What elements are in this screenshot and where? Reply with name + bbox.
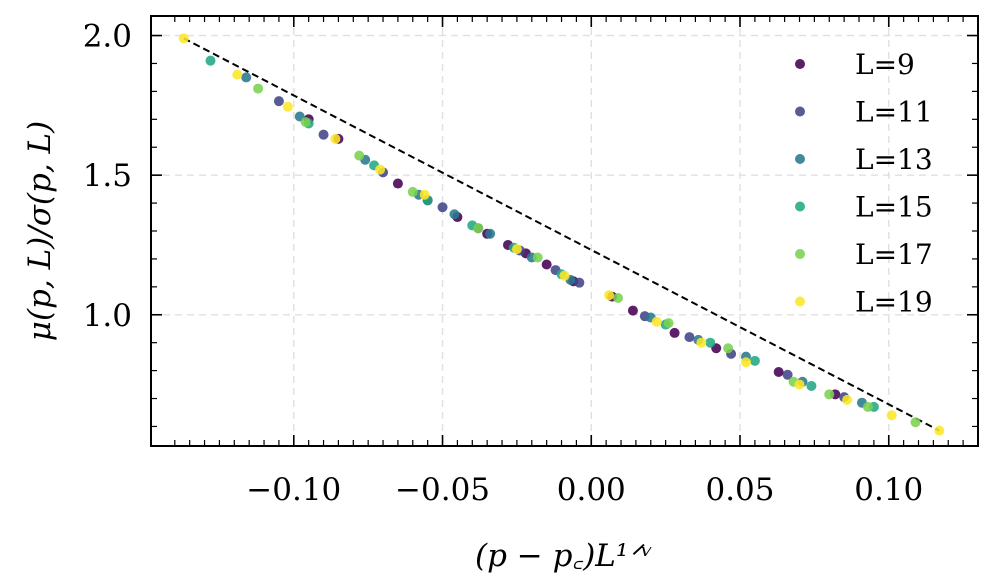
data-point [862,401,873,412]
data-point [604,290,615,301]
data-point [282,101,293,112]
x-tick-label: 0.10 [854,472,923,508]
data-point [541,259,552,270]
y-tick-label: 2.0 [83,19,132,55]
data-point [437,202,448,213]
data-point [241,72,252,83]
grid-lines [151,16,978,446]
x-axis-label: (p − p꜀)L¹ᐟᵛ [475,538,653,574]
data-point [669,327,680,338]
data-point [910,417,921,428]
data-point [392,178,403,189]
data-point [705,337,716,348]
legend-marker [795,296,805,307]
data-point [651,316,662,327]
data-point [663,318,674,329]
legend-marker [795,59,805,69]
data-point [723,343,734,354]
data-point [273,96,284,107]
data-point [934,425,945,436]
data-point [354,150,365,161]
data-point [375,164,386,175]
y-tick-label: 1.0 [83,298,132,334]
legend-marker [795,201,805,212]
legend-marker [795,154,805,164]
fit-line-group [183,37,940,432]
legend-marker [795,249,805,259]
data-point [574,277,585,288]
legend-label: L=15 [855,191,933,224]
data-point [559,270,570,281]
data-point [205,55,216,66]
y-tick-label: 1.5 [83,158,132,194]
legend-label: L=17 [855,238,933,271]
legend-label: L=9 [855,48,915,81]
data-point [419,189,430,200]
data-point [300,117,311,128]
fit-line [183,37,940,432]
data-point [824,389,835,400]
data-point [627,305,638,316]
data-point [684,332,695,343]
data-point [842,394,853,405]
data-point [782,369,793,380]
data-point [773,367,784,378]
data-point [532,252,543,263]
data-point [806,380,817,391]
data-point [740,357,751,368]
data-point [511,244,522,255]
data-point [485,228,496,239]
x-tick-label: 0.00 [557,472,626,508]
legend: L=9 L=11 L=13 L=15 L=17 L=19 [795,48,933,319]
legend-label: L=13 [855,143,933,176]
data-point [473,223,484,234]
x-tick-label: 0.05 [705,472,774,508]
data-point [794,379,805,390]
data-point [178,33,189,44]
tick-labels: −0.10 −0.05 0.00 0.05 0.10 1.0 1.5 2.0 [83,19,924,508]
data-point [407,186,418,197]
data-point [886,410,897,421]
legend-label: L=19 [855,286,933,319]
data-points [178,33,945,436]
data-point [696,337,707,348]
data-point [613,293,624,304]
data-point [232,69,243,80]
data-point [318,129,329,140]
legend-marker [795,106,805,117]
data-point [253,83,264,94]
data-point [330,133,341,144]
x-tick-label: −0.05 [395,472,490,508]
data-point [449,209,460,220]
data-point [749,355,760,366]
axis-ticks [151,16,979,446]
x-tick-label: −0.10 [246,472,341,508]
y-axis-label: μ(p, L)/σ(p, L) [22,121,58,341]
plot-frame [150,15,979,447]
legend-label: L=11 [855,96,933,129]
